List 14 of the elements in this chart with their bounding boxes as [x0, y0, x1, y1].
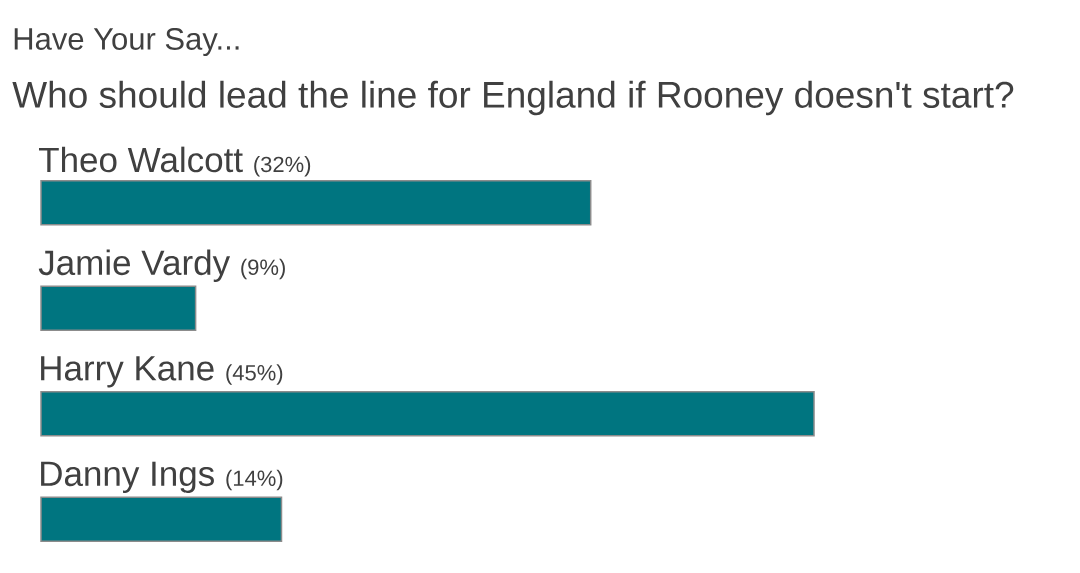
- data-label: (9%): [241, 258, 285, 280]
- data-label: (32%): [254, 156, 311, 177]
- bar: [40, 496, 283, 542]
- y-tick-label: Theo Walcott: [38, 146, 243, 173]
- chart-subtitle: Who should lead the line for England if Rooney doesn't start?: [12, 80, 1014, 116]
- y-tick-label: Danny Ings: [41, 461, 214, 494]
- data-label: (45%): [226, 364, 283, 385]
- bar: [40, 285, 197, 331]
- bar: [40, 180, 592, 226]
- y-tick-label: Jamie Vardy: [38, 249, 231, 283]
- data-label: (14%): [226, 469, 283, 491]
- chart-title: Have Your Say...: [14, 27, 239, 57]
- bar: [40, 391, 815, 437]
- y-tick-label: Harry Kane: [41, 356, 214, 388]
